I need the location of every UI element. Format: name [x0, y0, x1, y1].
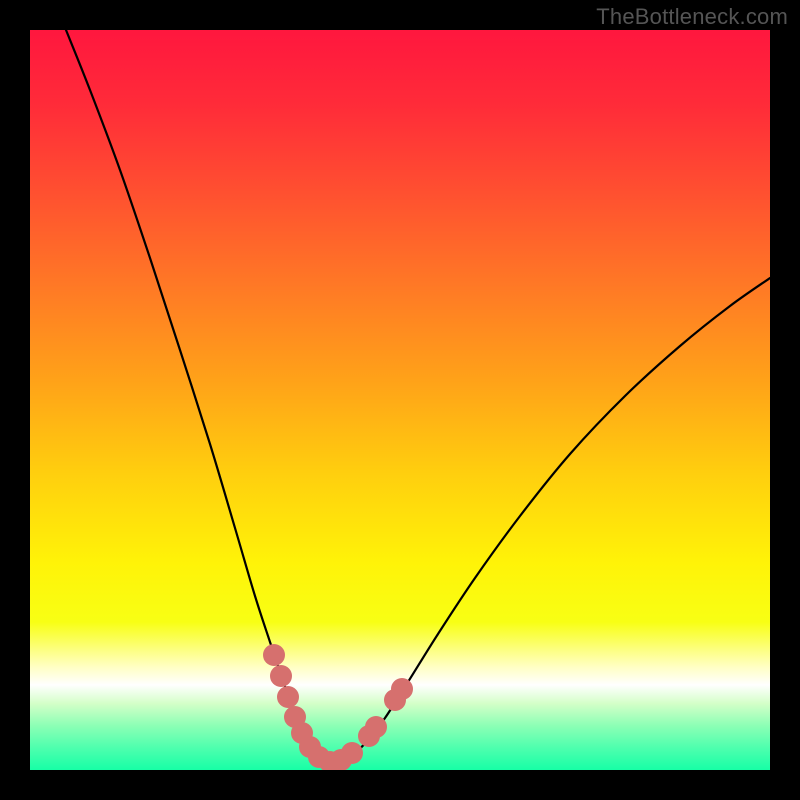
curve-marker — [277, 686, 299, 708]
curve-marker — [263, 644, 285, 666]
gradient-background — [30, 30, 770, 770]
curve-marker — [391, 678, 413, 700]
chart-stage: TheBottleneck.com — [0, 0, 800, 800]
bottleneck-chart — [0, 0, 800, 800]
watermark-text: TheBottleneck.com — [596, 4, 788, 30]
curve-marker — [341, 742, 363, 764]
curve-marker — [365, 716, 387, 738]
curve-marker — [270, 665, 292, 687]
